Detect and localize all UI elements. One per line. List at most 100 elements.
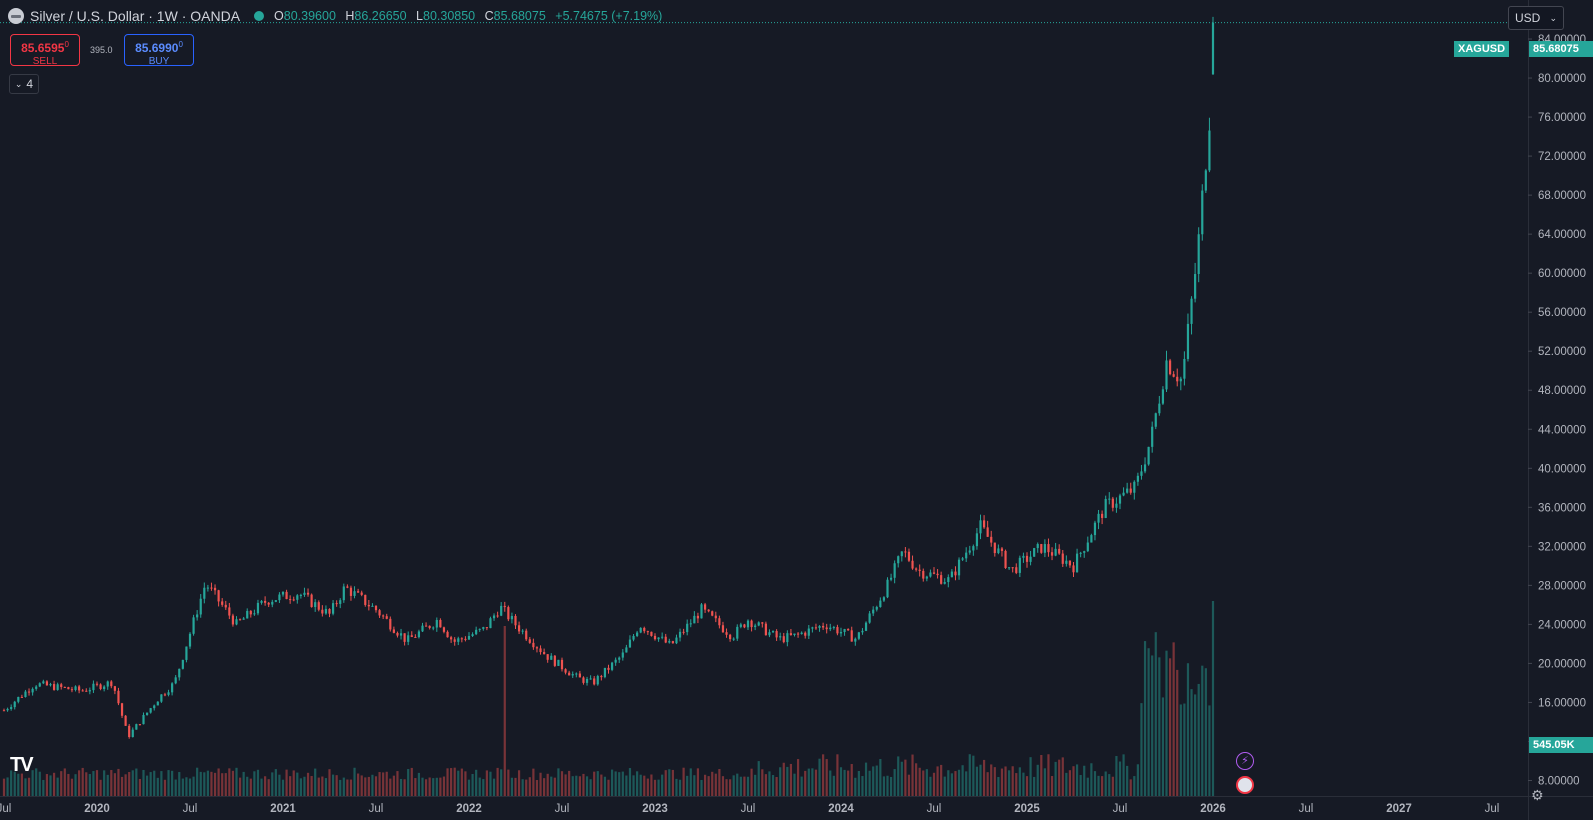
- volume-bar: [818, 758, 821, 796]
- x-tick-label: 2026: [1200, 803, 1226, 815]
- volume-bar: [661, 774, 664, 796]
- candle-body: [464, 638, 467, 640]
- candle-body: [718, 618, 721, 626]
- candle-body: [296, 595, 299, 600]
- candle-body: [1133, 481, 1136, 493]
- candle-body: [900, 551, 903, 557]
- volume-bar: [539, 772, 542, 796]
- candle-body: [174, 677, 177, 684]
- candle-body: [335, 603, 338, 605]
- volume-bar: [142, 769, 145, 796]
- volume-bar: [149, 772, 152, 796]
- candle-body: [106, 681, 109, 687]
- candle-body: [818, 625, 821, 628]
- volume-bar: [1183, 703, 1186, 796]
- candle-body: [457, 638, 460, 642]
- candle-body: [285, 591, 288, 600]
- volume-bar: [181, 778, 184, 796]
- candle-body: [342, 586, 345, 601]
- y-tick-label: 68.00000: [1538, 190, 1586, 202]
- candle-body: [360, 592, 363, 595]
- volume-bar: [303, 776, 306, 796]
- volume-bar: [940, 764, 943, 796]
- candle-body: [160, 694, 163, 702]
- volume-bar: [120, 776, 124, 796]
- candle-body: [932, 572, 936, 574]
- volume-bar: [210, 771, 213, 796]
- volume-bar: [1054, 761, 1057, 796]
- candle-body: [775, 631, 778, 638]
- currency-value: USD: [1515, 11, 1541, 25]
- candle-body: [103, 686, 106, 690]
- gear-icon[interactable]: ⚙: [1531, 787, 1544, 803]
- volume-bar: [153, 770, 156, 796]
- candle-body: [1165, 360, 1168, 390]
- volume-bar: [1158, 657, 1161, 796]
- volume-bar: [990, 764, 993, 796]
- volume-bar: [1043, 768, 1046, 796]
- volume-bar: [163, 779, 167, 796]
- volume-bar: [442, 776, 446, 796]
- volume-bar: [1090, 763, 1093, 796]
- candle-body: [435, 619, 438, 628]
- volume-bar: [954, 771, 957, 796]
- candle-body: [864, 622, 868, 631]
- volume-bar: [496, 767, 499, 796]
- volume-bar: [203, 772, 206, 796]
- candle-body: [374, 605, 378, 611]
- volume-bar: [675, 778, 678, 796]
- indicators-toggle[interactable]: ⌄ 4: [9, 74, 39, 94]
- volume-bar: [510, 777, 514, 796]
- volume-bar: [568, 770, 571, 796]
- volume-bar: [593, 771, 596, 796]
- volume-bar: [475, 769, 478, 796]
- sell-button[interactable]: 85.65950 SELL: [10, 34, 80, 67]
- candle-body: [1022, 555, 1025, 558]
- candle-body: [1111, 498, 1114, 508]
- volume-bar: [6, 777, 9, 796]
- candle-body: [206, 587, 209, 589]
- volume-bar: [482, 779, 485, 796]
- volume-bar: [950, 773, 953, 796]
- candle-body: [621, 652, 624, 658]
- volume-bar: [743, 776, 746, 796]
- candle-body: [517, 625, 521, 632]
- candle-body: [92, 683, 95, 691]
- volume-bar: [450, 768, 453, 796]
- candle-body: [453, 639, 456, 642]
- candle-body: [686, 623, 689, 633]
- volume-bar: [42, 779, 45, 796]
- candle-body: [210, 587, 213, 589]
- volume-bar: [686, 775, 689, 796]
- y-tick-label: 40.00000: [1538, 463, 1586, 475]
- volume-bar: [668, 769, 671, 796]
- candle-body: [610, 662, 614, 670]
- volume-bar: [582, 773, 585, 796]
- volume-bar: [600, 774, 603, 796]
- volume-bar: [271, 772, 274, 796]
- candle-body: [632, 635, 635, 640]
- volume-bar: [235, 767, 238, 796]
- candle-body: [349, 587, 353, 596]
- currency-select[interactable]: USD ⌄: [1508, 6, 1564, 30]
- candle-body: [27, 691, 31, 693]
- volume-bar: [532, 768, 535, 796]
- volume-bar: [1018, 767, 1021, 796]
- us-flag-event-icon[interactable]: [1236, 776, 1254, 794]
- candle-body: [739, 624, 742, 627]
- candle-body: [357, 591, 360, 593]
- volume-bar: [714, 773, 717, 796]
- volume-bar: [439, 777, 442, 796]
- lightning-event-icon[interactable]: ⚡: [1236, 752, 1254, 770]
- volume-bar: [1186, 663, 1190, 796]
- candle-body: [653, 635, 657, 640]
- volume-bar: [249, 778, 252, 796]
- volume-bar: [882, 776, 886, 796]
- candle-body: [832, 627, 835, 629]
- buy-button[interactable]: 85.69900 BUY: [124, 34, 194, 67]
- volume-bar: [1179, 704, 1182, 796]
- volume-bar: [657, 779, 660, 796]
- candle-body: [557, 659, 560, 666]
- symbol-title[interactable]: Silver / U.S. Dollar · 1W · OANDA: [30, 8, 241, 24]
